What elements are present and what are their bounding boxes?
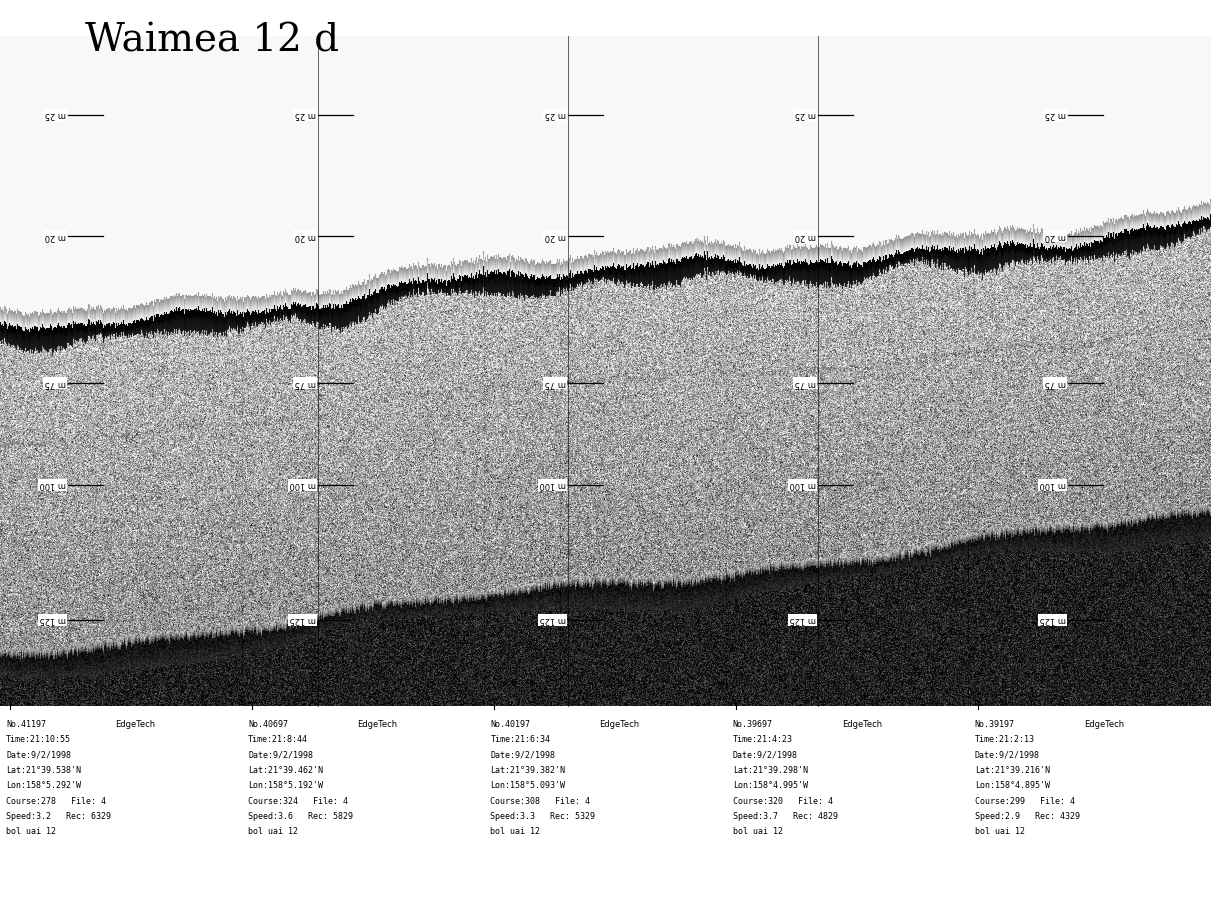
Text: Speed:3.7   Rec: 4829: Speed:3.7 Rec: 4829 bbox=[733, 812, 838, 821]
Text: m 100: m 100 bbox=[1039, 480, 1066, 489]
Text: m 20: m 20 bbox=[1045, 231, 1066, 240]
Text: Course:308   File: 4: Course:308 File: 4 bbox=[490, 796, 591, 806]
Text: Date:9/2/1998: Date:9/2/1998 bbox=[6, 751, 71, 760]
Text: Speed:3.6   Rec: 5829: Speed:3.6 Rec: 5829 bbox=[248, 812, 354, 821]
Text: m 20: m 20 bbox=[294, 231, 316, 240]
Text: m 25: m 25 bbox=[1045, 111, 1066, 120]
Text: No.39697: No.39697 bbox=[733, 720, 773, 729]
Text: Lat:21°39.216'N: Lat:21°39.216'N bbox=[975, 766, 1050, 775]
Text: EdgeTech: EdgeTech bbox=[357, 720, 397, 729]
Text: m 125: m 125 bbox=[40, 616, 67, 625]
Text: Speed:3.2   Rec: 6329: Speed:3.2 Rec: 6329 bbox=[6, 812, 111, 821]
Text: m 25: m 25 bbox=[794, 111, 816, 120]
Text: m 125: m 125 bbox=[289, 616, 316, 625]
Text: Speed:3.3   Rec: 5329: Speed:3.3 Rec: 5329 bbox=[490, 812, 596, 821]
Text: m 125: m 125 bbox=[539, 616, 566, 625]
Text: No.40697: No.40697 bbox=[248, 720, 288, 729]
Text: EdgeTech: EdgeTech bbox=[1084, 720, 1124, 729]
Text: No.41197: No.41197 bbox=[6, 720, 46, 729]
Text: m 25: m 25 bbox=[45, 111, 67, 120]
Text: m 125: m 125 bbox=[790, 616, 816, 625]
Text: m 25: m 25 bbox=[545, 111, 566, 120]
Text: Lon:158°5.093'W: Lon:158°5.093'W bbox=[490, 781, 566, 790]
Text: EdgeTech: EdgeTech bbox=[842, 720, 882, 729]
Text: Time:21:2:13: Time:21:2:13 bbox=[975, 735, 1035, 744]
Text: bol uai 12: bol uai 12 bbox=[733, 827, 782, 836]
Text: Speed:2.9   Rec: 4329: Speed:2.9 Rec: 4329 bbox=[975, 812, 1080, 821]
Text: m 20: m 20 bbox=[794, 231, 816, 240]
Text: Time:21:6:34: Time:21:6:34 bbox=[490, 735, 551, 744]
Text: m 125: m 125 bbox=[1039, 616, 1066, 625]
Text: m 20: m 20 bbox=[45, 231, 67, 240]
Text: Lat:21°39.538'N: Lat:21°39.538'N bbox=[6, 766, 81, 775]
Text: EdgeTech: EdgeTech bbox=[115, 720, 155, 729]
Text: Lon:158°5.292'W: Lon:158°5.292'W bbox=[6, 781, 81, 790]
Text: m 75: m 75 bbox=[794, 379, 816, 388]
Text: Time:21:10:55: Time:21:10:55 bbox=[6, 735, 71, 744]
Text: m 100: m 100 bbox=[40, 480, 67, 489]
Text: m 75: m 75 bbox=[294, 379, 316, 388]
Text: bol uai 12: bol uai 12 bbox=[975, 827, 1025, 836]
Text: EdgeTech: EdgeTech bbox=[599, 720, 639, 729]
Text: m 100: m 100 bbox=[539, 480, 566, 489]
Text: Course:278   File: 4: Course:278 File: 4 bbox=[6, 796, 107, 806]
Text: m 100: m 100 bbox=[289, 480, 316, 489]
Text: bol uai 12: bol uai 12 bbox=[248, 827, 298, 836]
Text: m 25: m 25 bbox=[294, 111, 316, 120]
Text: m 100: m 100 bbox=[790, 480, 816, 489]
Text: m 20: m 20 bbox=[545, 231, 566, 240]
Text: Date:9/2/1998: Date:9/2/1998 bbox=[975, 751, 1040, 760]
Text: m 75: m 75 bbox=[1045, 379, 1066, 388]
Text: m 75: m 75 bbox=[45, 379, 67, 388]
Text: bol uai 12: bol uai 12 bbox=[490, 827, 540, 836]
Text: Lon:158°4.895'W: Lon:158°4.895'W bbox=[975, 781, 1050, 790]
Text: No.40197: No.40197 bbox=[490, 720, 530, 729]
Text: Date:9/2/1998: Date:9/2/1998 bbox=[733, 751, 798, 760]
Text: Date:9/2/1998: Date:9/2/1998 bbox=[490, 751, 556, 760]
Text: Time:21:8:44: Time:21:8:44 bbox=[248, 735, 309, 744]
Text: Lat:21°39.382'N: Lat:21°39.382'N bbox=[490, 766, 566, 775]
Text: No.39197: No.39197 bbox=[975, 720, 1015, 729]
Text: Course:324   File: 4: Course:324 File: 4 bbox=[248, 796, 349, 806]
Text: Lat:21°39.462'N: Lat:21°39.462'N bbox=[248, 766, 323, 775]
Text: Course:299   File: 4: Course:299 File: 4 bbox=[975, 796, 1075, 806]
Text: m 75: m 75 bbox=[545, 379, 566, 388]
Text: Lon:158°5.192'W: Lon:158°5.192'W bbox=[248, 781, 323, 790]
Text: Course:320   File: 4: Course:320 File: 4 bbox=[733, 796, 833, 806]
Text: bol uai 12: bol uai 12 bbox=[6, 827, 56, 836]
Text: Lat:21°39.298'N: Lat:21°39.298'N bbox=[733, 766, 808, 775]
Text: Lon:158°4.995'W: Lon:158°4.995'W bbox=[733, 781, 808, 790]
Text: Time:21:4:23: Time:21:4:23 bbox=[733, 735, 793, 744]
Text: Date:9/2/1998: Date:9/2/1998 bbox=[248, 751, 314, 760]
Text: Waimea 12 d: Waimea 12 d bbox=[85, 22, 339, 59]
